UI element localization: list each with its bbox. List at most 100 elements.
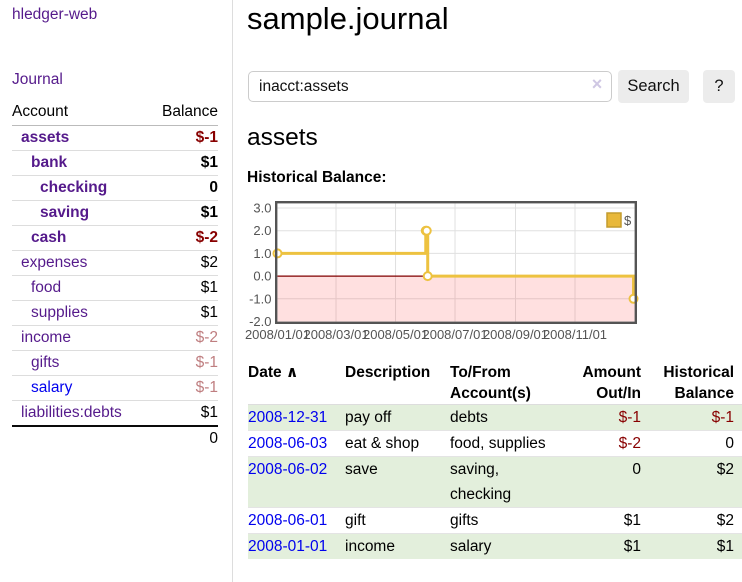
accounts-body: assets $-1 bank $1 checking 0 saving $1 cash $-2 e…: [12, 126, 218, 426]
transaction-date-link[interactable]: 2008-06-03: [248, 435, 328, 452]
transaction-balance: $2: [641, 507, 742, 534]
y-axis-tick: 3.0: [253, 201, 271, 216]
y-axis-tick: 1.0: [253, 246, 271, 261]
register-row: 2008-01-01 income salary $1 $1: [248, 533, 742, 559]
account-link[interactable]: supplies: [31, 304, 88, 321]
account-row: checking 0: [12, 175, 218, 201]
brand-link[interactable]: hledger-web: [12, 6, 98, 23]
account-balance: $-2: [148, 225, 218, 251]
register-table: Date ∧ Description To/From Account(s) Amo…: [248, 362, 742, 559]
account-link[interactable]: saving: [40, 204, 90, 221]
transaction-description: pay off: [345, 404, 450, 431]
journal-link[interactable]: Journal: [12, 71, 63, 88]
account-balance: $-2: [148, 325, 218, 351]
account-link[interactable]: cash: [31, 229, 67, 246]
transaction-balance: $1: [641, 533, 742, 559]
register-row: 2008-06-01 gift gifts $1 $2: [248, 507, 742, 534]
chart-title: Historical Balance:: [247, 169, 387, 186]
transaction-accounts: saving, checking: [450, 456, 562, 508]
account-link[interactable]: liabilities:debts: [21, 404, 122, 421]
account-balance: $1: [148, 300, 218, 326]
account-row: salary $-1: [12, 375, 218, 401]
account-link[interactable]: bank: [31, 154, 68, 171]
transaction-accounts: gifts: [450, 507, 562, 534]
legend-label: $: [624, 213, 632, 228]
register-row: 2008-06-03 eat & shop food, supplies $-2 0: [248, 430, 742, 457]
clear-search-icon[interactable]: ×: [591, 74, 603, 94]
x-axis-tick: 2008/07/01: [422, 327, 487, 342]
x-axis-tick: 2008/11/01: [543, 327, 607, 342]
transaction-accounts: debts: [450, 404, 562, 431]
transaction-accounts: salary: [450, 533, 562, 559]
transaction-date-link[interactable]: 2008-06-02: [248, 461, 328, 478]
register-row: 2008-12-31 pay off debts $-1 $-1: [248, 404, 742, 431]
account-balance: $-1: [148, 350, 218, 376]
account-row: liabilities:debts $1: [12, 400, 218, 426]
x-axis-tick: 2008/05/01: [363, 327, 428, 342]
register-header-amount: Amount Out/In: [562, 362, 641, 405]
transaction-description: income: [345, 533, 450, 559]
account-row: saving $1: [12, 200, 218, 226]
transaction-date-link[interactable]: 2008-12-31: [248, 409, 328, 426]
account-balance: $1: [148, 400, 218, 426]
accounts-header-balance: Balance: [148, 100, 218, 126]
transaction-balance: 0: [641, 430, 742, 457]
account-balance: $1: [148, 275, 218, 301]
y-axis-tick: 0.0: [253, 269, 271, 284]
sort-asc-icon: ∧: [285, 364, 299, 381]
account-row: supplies $1: [12, 300, 218, 326]
balance-chart: 3.0 2.0 1.0 0.0 -1.0 -2.02008/01/012008/03/01…: [245, 201, 639, 342]
transaction-amount: $-1: [562, 404, 641, 431]
transaction-amount: $1: [562, 507, 641, 534]
account-row: cash $-2: [12, 225, 218, 251]
account-row: bank $1: [12, 150, 218, 176]
account-link[interactable]: expenses: [21, 254, 88, 271]
transaction-date-link[interactable]: 2008-01-01: [248, 538, 328, 555]
account-link[interactable]: salary: [31, 379, 73, 396]
register-header-balance: Historical Balance: [641, 362, 742, 405]
register-body: 2008-12-31 pay off debts $-1 $-1 2008-06-03 ea…: [248, 404, 742, 559]
transaction-description: gift: [345, 507, 450, 534]
transaction-description: save: [345, 456, 450, 508]
transaction-amount: 0: [562, 456, 641, 508]
register-header-accounts: To/From Account(s): [450, 362, 562, 405]
transaction-description: eat & shop: [345, 430, 450, 457]
x-axis-tick: 2008/09/01: [483, 327, 548, 342]
x-axis-tick: 2008/03/01: [303, 327, 368, 342]
accounts-header-account: Account: [12, 100, 149, 126]
transaction-amount: $-2: [562, 430, 641, 457]
transaction-balance: $2: [641, 456, 742, 508]
accounts-total-row: 0: [12, 425, 218, 451]
account-link[interactable]: assets: [21, 129, 70, 146]
account-row: food $1: [12, 275, 218, 301]
search-input[interactable]: [248, 71, 612, 102]
help-button[interactable]: ?: [703, 70, 735, 103]
account-link[interactable]: food: [31, 279, 62, 296]
account-balance: $-1: [148, 375, 218, 401]
transaction-date-link[interactable]: 2008-06-01: [248, 512, 328, 529]
account-row: income $-2: [12, 325, 218, 351]
accounts-total-value: 0: [148, 425, 218, 451]
account-link[interactable]: gifts: [31, 354, 60, 371]
account-link[interactable]: income: [21, 329, 71, 346]
account-balance: $-1: [195, 129, 218, 146]
y-axis-tick: -1.0: [249, 291, 271, 306]
y-axis-tick: -2.0: [249, 314, 271, 329]
account-balance: $2: [148, 250, 218, 276]
search-button[interactable]: Search: [618, 70, 689, 103]
account-link[interactable]: checking: [40, 179, 108, 196]
accounts-table: Account Balance assets $-1 bank $1 checking 0…: [12, 100, 218, 451]
x-axis-tick: 2008/01/01: [245, 327, 310, 342]
page-title: sample.journal: [247, 1, 449, 36]
transaction-amount: $1: [562, 533, 641, 559]
sidebar: hledger-web Journal Account Balance asse…: [0, 0, 233, 582]
account-balance: 0: [148, 175, 218, 201]
register-header-date[interactable]: Date ∧: [248, 362, 345, 405]
account-row: expenses $2: [12, 250, 218, 276]
transaction-balance: $-1: [641, 404, 742, 431]
transaction-accounts: food, supplies: [450, 430, 562, 457]
account-row: gifts $-1: [12, 350, 218, 376]
account-balance: $1: [148, 200, 218, 226]
register-row: 2008-06-02 save saving, checking 0 $2: [248, 456, 742, 508]
account-heading: assets: [247, 124, 318, 151]
